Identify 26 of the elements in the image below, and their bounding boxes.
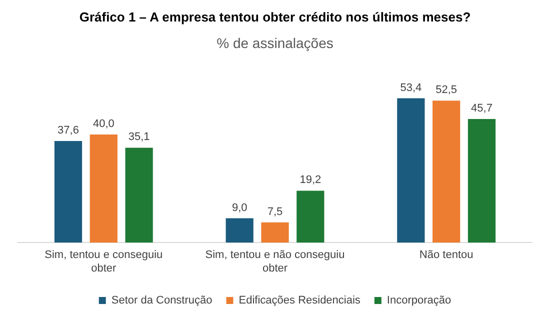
data-label: 7,5 (267, 206, 283, 218)
data-label: 37,6 (58, 124, 79, 136)
bar (226, 218, 254, 243)
bar (90, 134, 118, 243)
data-label: 45,7 (471, 102, 492, 115)
data-label: 52,5 (436, 84, 458, 96)
bar (54, 140, 82, 243)
bar (261, 222, 289, 243)
x-tick-label: Sim, tentou e não conseguiu obter (205, 249, 345, 274)
x-tick-label: Sim, tentou e conseguiu obter (44, 249, 163, 274)
data-label: 53,4 (400, 82, 422, 94)
data-label: 40,0 (92, 118, 114, 130)
bar (296, 190, 324, 243)
data-label: 19,2 (300, 174, 322, 186)
data-label: 9,0 (232, 202, 248, 214)
data-label: 35,1 (128, 131, 150, 144)
bar (468, 119, 496, 243)
bar (397, 98, 425, 243)
legend-label: Setor da Construção (111, 294, 212, 307)
legend-label: Edificações Residenciais (238, 294, 361, 307)
chart-title: Gráfico 1 – A empresa tentou obter crédito nos últimos meses? (79, 9, 471, 24)
legend-label: Incorporação (386, 294, 452, 307)
x-tick-label: Não tentou (419, 249, 474, 262)
chart-subtitle: % de assinalações (216, 34, 334, 51)
bar (125, 148, 153, 243)
bar (432, 100, 460, 243)
